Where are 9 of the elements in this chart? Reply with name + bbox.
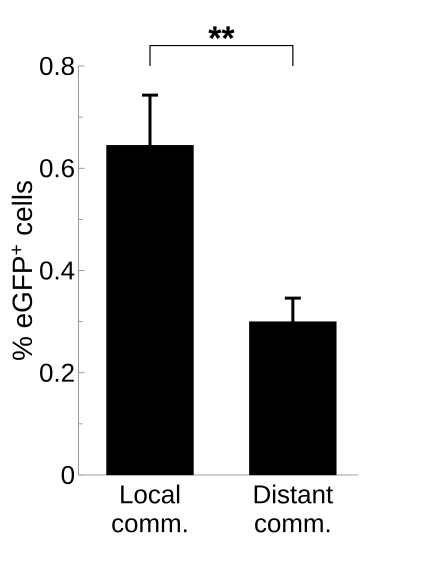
text: ** <box>208 26 235 39</box>
y-tick-label: 0.8 <box>40 56 74 76</box>
y-tick-label: 0 <box>62 466 74 484</box>
x-tick-label: Local comm. <box>112 484 186 532</box>
x-tick-label: Distant comm. <box>254 484 333 532</box>
y-tick-label: 0.6 <box>40 159 74 178</box>
y-axis-title: % eGFP$^{+}$ cells <box>12 181 32 360</box>
y-tick-label: 0.4 <box>40 261 74 280</box>
y-tick-label: 0.2 <box>40 364 74 382</box>
